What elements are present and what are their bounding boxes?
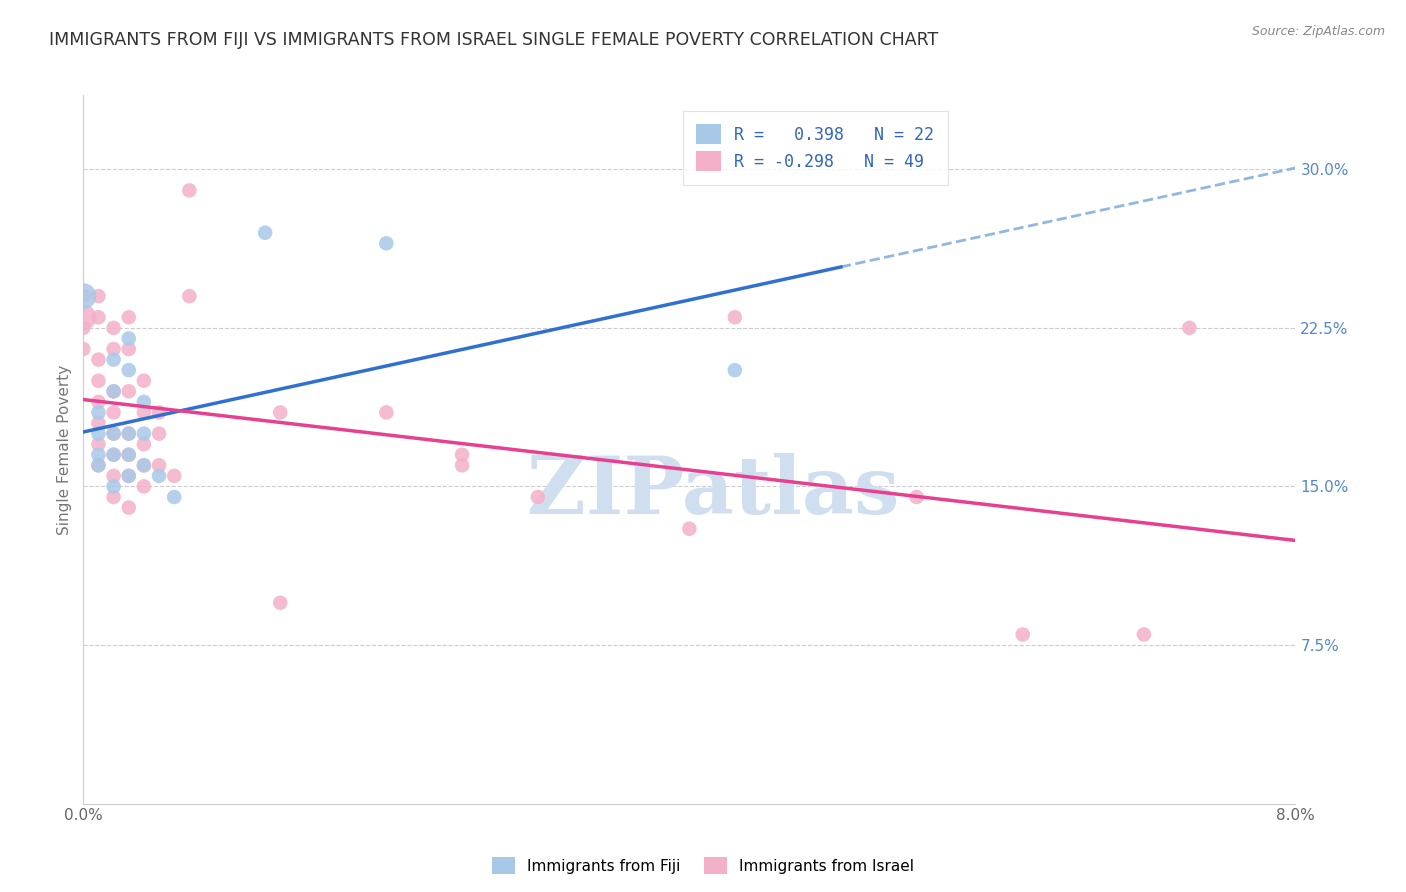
Point [179, 183, 201, 197]
Point [375, 405, 398, 419]
Point [269, 596, 291, 610]
Point [87, 458, 110, 473]
Point [118, 448, 141, 462]
Point [103, 468, 125, 483]
Point [118, 468, 141, 483]
Point [451, 448, 474, 462]
Legend: Immigrants from Fiji, Immigrants from Israel: Immigrants from Fiji, Immigrants from Is… [486, 851, 920, 880]
Point [87, 458, 110, 473]
Point [87, 437, 110, 451]
Point [118, 426, 141, 441]
Point [103, 352, 125, 367]
Point [87, 310, 110, 325]
Point [527, 490, 550, 504]
Point [118, 331, 141, 345]
Point [72, 342, 94, 356]
Point [87, 405, 110, 419]
Point [87, 426, 110, 441]
Text: IMMIGRANTS FROM FIJI VS IMMIGRANTS FROM ISRAEL SINGLE FEMALE POVERTY CORRELATION: IMMIGRANTS FROM FIJI VS IMMIGRANTS FROM … [49, 31, 938, 49]
Point [269, 405, 291, 419]
Point [132, 374, 155, 388]
Point [87, 448, 110, 462]
Point [132, 426, 155, 441]
Point [148, 458, 170, 473]
Point [87, 374, 110, 388]
Point [132, 458, 155, 473]
Point [118, 468, 141, 483]
Point [118, 342, 141, 356]
Point [905, 490, 928, 504]
Point [87, 416, 110, 430]
Point [87, 395, 110, 409]
Point [118, 310, 141, 325]
Text: ZIPatlas: ZIPatlas [527, 453, 900, 531]
Point [118, 500, 141, 515]
Point [87, 289, 110, 303]
Point [163, 468, 186, 483]
Point [103, 384, 125, 399]
Point [118, 384, 141, 399]
Point [103, 342, 125, 356]
Point [724, 310, 747, 325]
Point [118, 426, 141, 441]
Point [103, 490, 125, 504]
Point [103, 448, 125, 462]
Point [103, 384, 125, 399]
Point [132, 405, 155, 419]
Point [72, 310, 94, 325]
Point [254, 226, 277, 240]
Point [132, 479, 155, 493]
Y-axis label: Single Female Poverty: Single Female Poverty [58, 364, 72, 534]
Point [72, 289, 94, 303]
Point [103, 321, 125, 335]
Point [179, 289, 201, 303]
Point [678, 522, 700, 536]
Point [87, 352, 110, 367]
Point [163, 490, 186, 504]
Point [148, 426, 170, 441]
Point [103, 448, 125, 462]
Point [132, 437, 155, 451]
Point [118, 448, 141, 462]
Point [1178, 321, 1201, 335]
Point [1133, 627, 1156, 641]
Point [103, 426, 125, 441]
Point [103, 426, 125, 441]
Point [148, 405, 170, 419]
Point [451, 458, 474, 473]
Point [72, 289, 94, 303]
Point [132, 458, 155, 473]
Point [1011, 627, 1033, 641]
Point [103, 405, 125, 419]
Point [132, 395, 155, 409]
Point [148, 468, 170, 483]
Point [118, 363, 141, 377]
Point [72, 321, 94, 335]
Text: Source: ZipAtlas.com: Source: ZipAtlas.com [1251, 25, 1385, 38]
Point [103, 479, 125, 493]
Point [724, 363, 747, 377]
Point [375, 236, 398, 251]
Legend: R =   0.398   N = 22, R = -0.298   N = 49: R = 0.398 N = 22, R = -0.298 N = 49 [683, 111, 948, 185]
